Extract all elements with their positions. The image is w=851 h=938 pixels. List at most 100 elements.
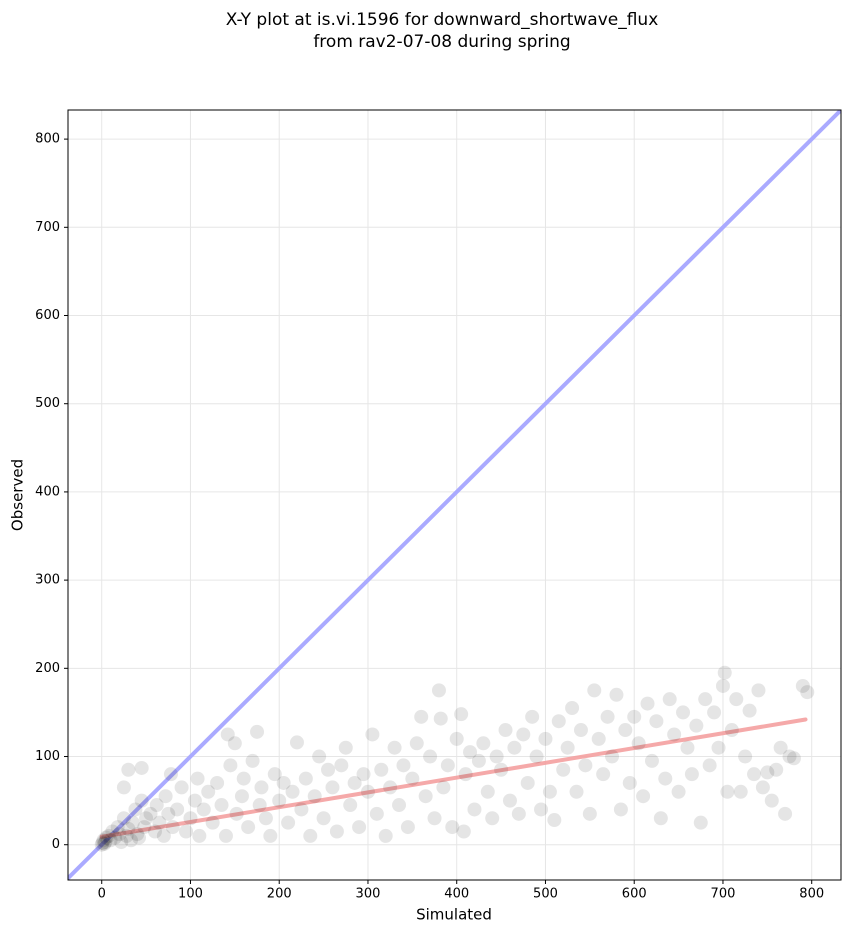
scatter-point: [179, 824, 194, 839]
scatter-point: [551, 714, 566, 729]
y-tick-label: 600: [35, 308, 60, 323]
scatter-point: [196, 802, 211, 817]
scatter-point: [130, 827, 145, 842]
scatter-point: [520, 775, 535, 790]
scatter-point: [112, 827, 127, 842]
scatter-point: [582, 806, 597, 821]
scatter-point: [96, 833, 111, 848]
scatter-point: [507, 740, 522, 755]
y-tick-label: 500: [35, 396, 60, 411]
x-tick-label: 100: [178, 887, 203, 902]
scatter-point: [236, 771, 251, 786]
x-tick-label: 500: [533, 887, 558, 902]
x-tick-label: 200: [267, 887, 292, 902]
scatter-point: [662, 692, 677, 707]
scatter-point: [329, 824, 344, 839]
scatter-point: [365, 727, 380, 742]
scatter-point: [105, 824, 120, 839]
scatter-point: [250, 724, 265, 739]
scatter-point: [119, 828, 134, 843]
scatter-point: [717, 665, 732, 680]
fit-line: [99, 717, 808, 839]
scatter-point: [289, 735, 304, 750]
scatter-point: [165, 820, 180, 835]
scatter-point: [786, 751, 801, 766]
scatter-point: [307, 789, 322, 804]
scatter-point: [149, 798, 164, 813]
scatter-point: [764, 793, 779, 808]
x-axis-label: Simulated: [416, 906, 492, 924]
scatter-point: [622, 775, 637, 790]
scatter-point: [121, 821, 136, 836]
scatter-point: [573, 723, 588, 738]
scatter-point: [693, 815, 708, 830]
scatter-point: [471, 753, 486, 768]
scatter-point: [234, 789, 249, 804]
scatter-point: [187, 793, 202, 808]
scatter-point: [392, 798, 407, 813]
scatter-point: [711, 740, 726, 755]
scatter-point: [485, 811, 500, 826]
scatter-point: [440, 758, 455, 773]
scatter-point: [760, 765, 775, 780]
scatter-point: [352, 820, 367, 835]
scatter-point: [116, 780, 131, 795]
scatter-point: [733, 784, 748, 799]
scatter-point: [223, 758, 238, 773]
scatter-point: [258, 811, 273, 826]
scatter-point: [214, 798, 229, 813]
scatter-point: [747, 767, 762, 782]
plot-area: [68, 110, 841, 880]
scatter-point: [143, 806, 158, 821]
scatter-point: [210, 775, 225, 790]
scatter-point: [383, 780, 398, 795]
scatter-point: [600, 709, 615, 724]
scatter-point: [636, 789, 651, 804]
scatter-point: [101, 828, 116, 843]
one-to-one-line: [68, 110, 841, 880]
scatter-point: [751, 683, 766, 698]
scatter-point: [321, 762, 336, 777]
scatter-point: [285, 784, 300, 799]
scatter-point: [724, 723, 739, 738]
scatter-point: [263, 828, 278, 843]
scatter-point: [281, 815, 296, 830]
scatter-point: [596, 767, 611, 782]
scatter-point: [516, 727, 531, 742]
x-tick-label: 300: [356, 887, 381, 902]
scatter-point: [658, 771, 673, 786]
x-tick-label: 600: [622, 887, 647, 902]
scatter-point: [190, 771, 205, 786]
scatter-point: [587, 683, 602, 698]
scatter-point: [163, 767, 178, 782]
axes-frame: [67, 109, 842, 881]
scatter-point: [116, 811, 131, 826]
scatter-point: [409, 736, 424, 751]
scatter-point: [128, 802, 143, 817]
scatter-point: [782, 749, 797, 764]
scatter-point: [676, 705, 691, 720]
scatter-point: [498, 723, 513, 738]
scatter-point: [121, 762, 136, 777]
scatter-point: [445, 820, 460, 835]
scatter-point: [303, 828, 318, 843]
scatter-point: [254, 780, 269, 795]
chart-title: X-Y plot at is.vi.1596 for downward_shor…: [226, 10, 659, 30]
scatter-point: [125, 815, 140, 830]
scatter-point: [272, 793, 287, 808]
scatter-point: [649, 714, 664, 729]
scatter-point: [613, 802, 628, 817]
scatter-point: [609, 687, 624, 702]
y-tick-label: 400: [35, 484, 60, 499]
scatter-point: [99, 830, 114, 845]
scatter-point: [338, 740, 353, 755]
scatter-point: [241, 820, 256, 835]
scatter-point: [294, 802, 309, 817]
scatter-point: [103, 833, 118, 848]
scatter-point: [680, 740, 695, 755]
scatter-point: [458, 767, 473, 782]
scatter-point: [618, 723, 633, 738]
scatter-point: [454, 707, 469, 722]
scatter-point: [456, 824, 471, 839]
x-tick-label: 700: [711, 887, 736, 902]
